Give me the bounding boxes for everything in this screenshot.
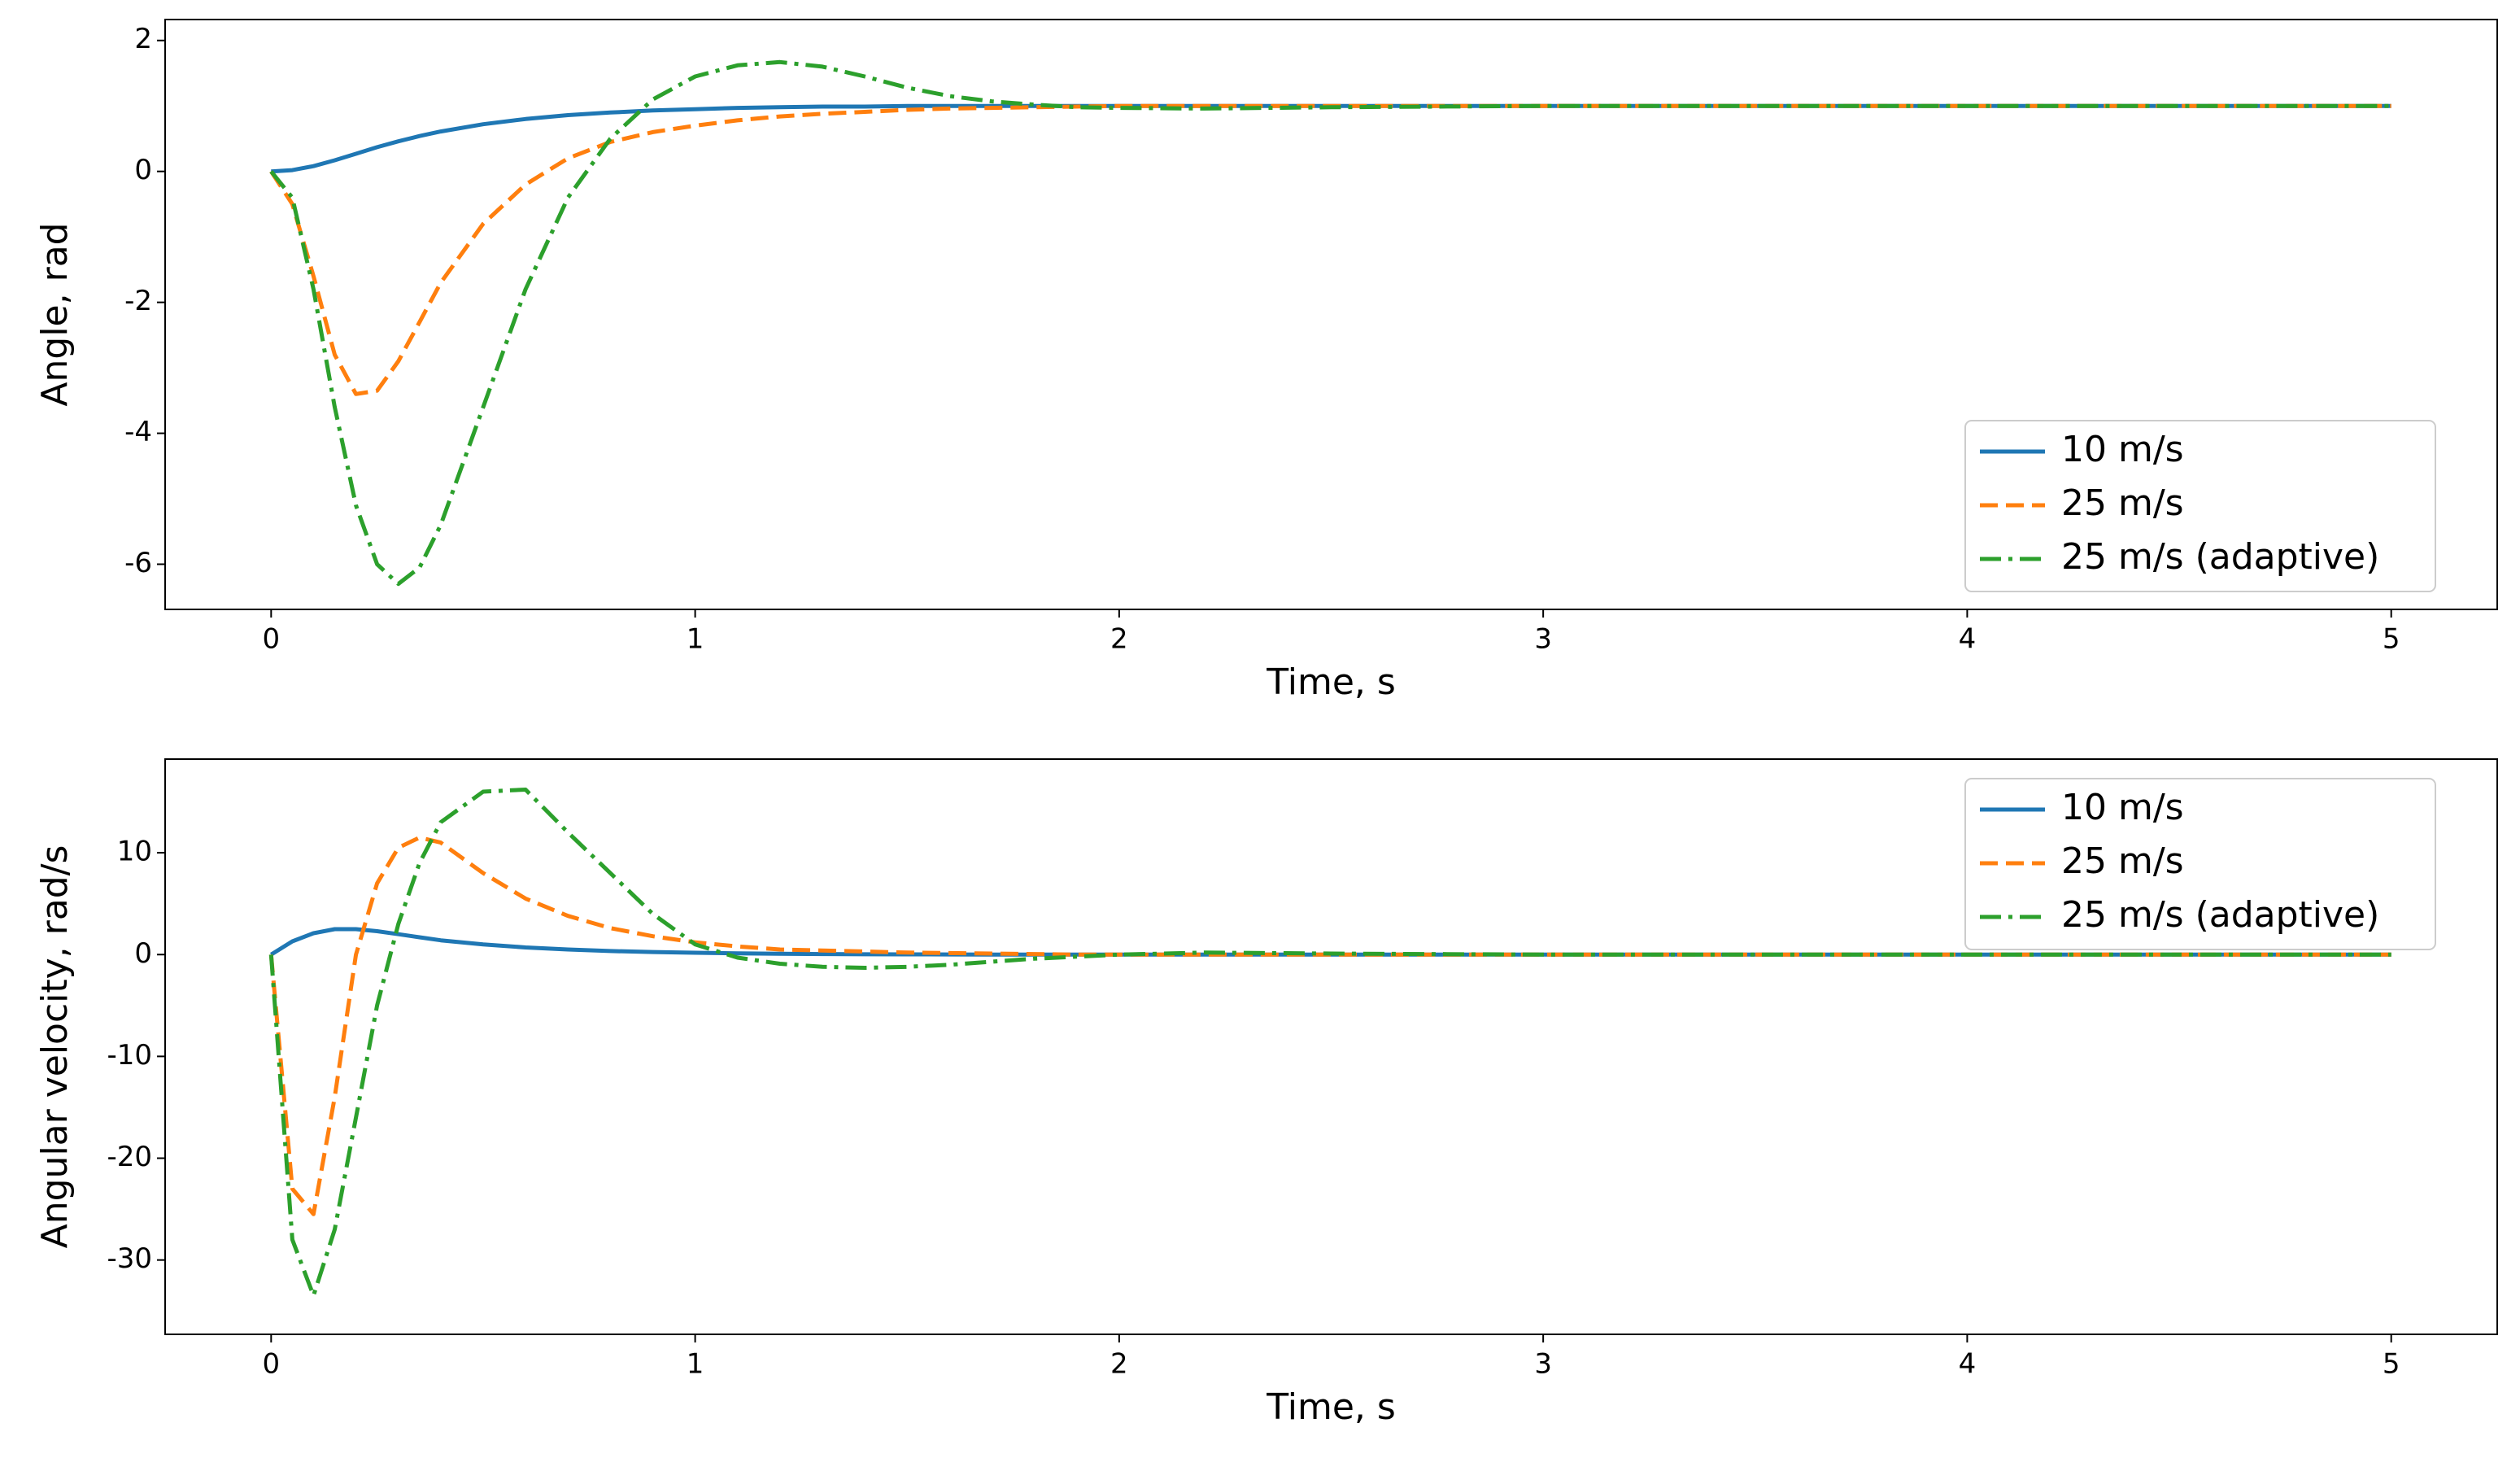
series-line — [269, 103, 2391, 396]
y-tick-label: 0 — [134, 154, 152, 186]
y-tick-label: -20 — [107, 1141, 152, 1173]
x-tick-label: 3 — [1534, 623, 1552, 656]
legend-label: 25 m/s — [2061, 840, 2184, 882]
y-tick-label: -6 — [124, 547, 152, 579]
y-tick-label: 2 — [134, 23, 152, 55]
legend-box — [1964, 778, 2436, 950]
x-tick-label: 2 — [1110, 1348, 1128, 1381]
plot-frame — [164, 19, 2498, 610]
series-line — [269, 59, 2391, 587]
y-tick-label: -2 — [124, 285, 152, 317]
y-axis-label: Angular velocity, rad/s — [34, 845, 76, 1249]
series-line — [271, 103, 2391, 174]
legend-label: 25 m/s (adaptive) — [2061, 894, 2379, 936]
x-tick-label: 4 — [1959, 623, 1977, 656]
x-tick-label: 0 — [262, 623, 280, 656]
y-tick-label: -10 — [107, 1039, 152, 1072]
x-tick-label: 4 — [1959, 1348, 1977, 1381]
legend-label: 25 m/s (adaptive) — [2061, 536, 2379, 578]
legend-label: 25 m/s — [2061, 482, 2184, 524]
x-tick-label: 5 — [2383, 1348, 2400, 1381]
y-tick-label: 0 — [134, 937, 152, 970]
plot-frame — [164, 758, 2498, 1335]
x-tick-label: 5 — [2383, 623, 2400, 656]
legend-label: 10 m/s — [2061, 787, 2184, 828]
y-tick-label: 10 — [117, 836, 152, 868]
series-line — [268, 788, 2391, 1298]
x-tick-label: 3 — [1534, 1348, 1552, 1381]
x-tick-label: 2 — [1110, 623, 1128, 656]
y-tick-label: -30 — [107, 1242, 152, 1275]
series-line — [268, 835, 2391, 1216]
legend-box — [1964, 420, 2436, 592]
series-line — [269, 927, 2391, 957]
y-axis-label: Angle, rad — [34, 222, 76, 406]
x-tick-label: 0 — [262, 1348, 280, 1381]
legend-label: 10 m/s — [2061, 429, 2184, 470]
x-axis-label: Time, s — [1266, 661, 1396, 703]
x-tick-label: 1 — [687, 1348, 704, 1381]
x-tick-label: 1 — [687, 623, 704, 656]
y-tick-label: -4 — [124, 416, 152, 448]
x-axis-label: Time, s — [1266, 1386, 1396, 1428]
